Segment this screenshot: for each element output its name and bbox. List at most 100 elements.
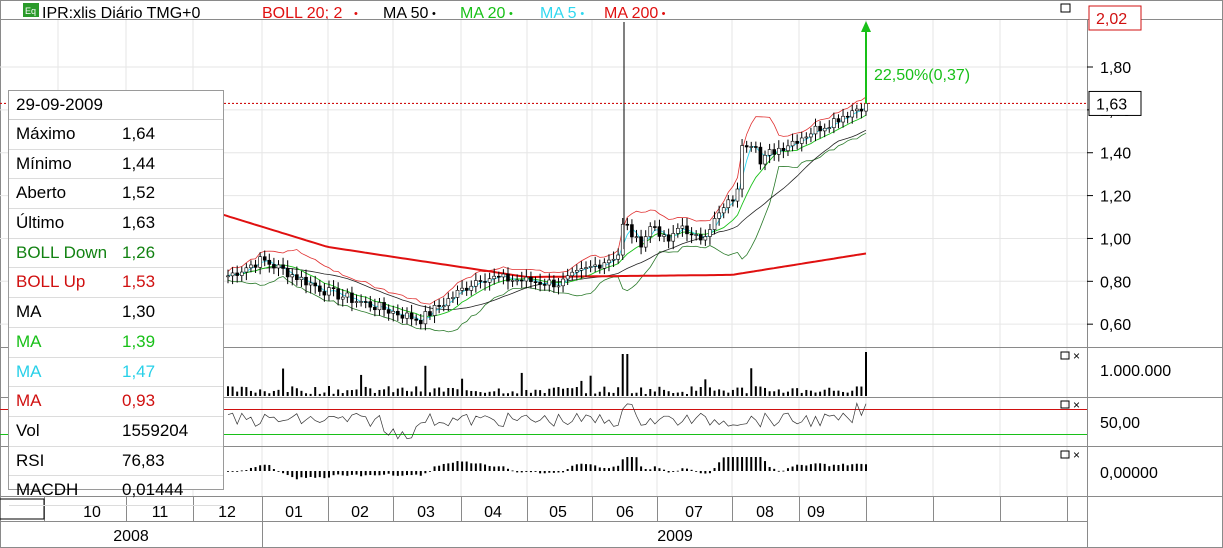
panel-maximize-icon[interactable]: [1060, 450, 1070, 459]
volume-bar: [690, 386, 693, 396]
macd-bar: [754, 457, 757, 471]
macd-bar: [865, 464, 867, 471]
candle-body: [671, 233, 676, 242]
candle-body: [616, 254, 620, 260]
volume-bar: [846, 392, 849, 396]
candle-body: [864, 103, 868, 112]
month-tick-label: 09: [807, 504, 825, 521]
volume-bar: [594, 393, 597, 396]
volume-bar: [309, 393, 312, 396]
candle-body: [262, 256, 267, 261]
volume-bar: [506, 393, 509, 396]
macd-bar: [419, 471, 422, 476]
candle-body: [689, 233, 694, 236]
month-tick-label: 02: [351, 504, 369, 521]
indicator-dropdown-icon[interactable]: •: [662, 8, 666, 20]
macd-bar: [387, 471, 390, 474]
indicator-dropdown-icon[interactable]: •: [432, 8, 436, 20]
month-tick-label: 10: [83, 504, 101, 521]
candle-body: [451, 297, 455, 299]
volume-bar: [433, 388, 436, 396]
volume-bar: [842, 391, 845, 396]
volume-bar: [552, 387, 555, 396]
volume-bar: [419, 391, 422, 396]
volume-bar: [231, 386, 234, 396]
info-row: Vol 1559204: [9, 417, 223, 447]
candle-body: [354, 301, 359, 303]
indicator-label[interactable]: MA 200: [604, 5, 658, 22]
macd-bar: [529, 471, 532, 473]
candle-body: [584, 267, 588, 269]
macd-bar: [295, 471, 298, 480]
indicator-dropdown-icon[interactable]: •: [509, 8, 513, 20]
top-price-label: 2,02: [1096, 11, 1127, 28]
candle-body: [813, 125, 818, 135]
last-price-marker: [1088, 90, 1142, 116]
volume-bar: [585, 393, 588, 396]
candle-body: [276, 264, 281, 269]
candle-body: [327, 287, 331, 296]
macd-bar: [350, 471, 353, 475]
info-date: 29-09-2009: [9, 91, 223, 120]
macd-bar: [658, 468, 661, 471]
macd-bar: [369, 471, 372, 475]
candle-body: [648, 226, 653, 237]
maximize-icon[interactable]: [1060, 3, 1071, 13]
volume-bar: [259, 389, 262, 396]
volume-bar: [424, 365, 427, 396]
candle-body: [832, 118, 836, 128]
macd-bar: [484, 464, 487, 471]
macd-bar: [392, 471, 395, 476]
macd-bar: [571, 465, 574, 471]
candle-body: [767, 149, 772, 156]
eq-logo-text: Eq: [25, 6, 36, 16]
volume-bar: [282, 368, 285, 396]
volume-bar: [383, 389, 386, 396]
symbol-label[interactable]: IPR:xlis Diário TMG+0: [42, 5, 201, 22]
year-label: 2008: [113, 528, 149, 545]
indicator-dropdown-icon[interactable]: •: [580, 8, 584, 20]
macd-bar: [461, 461, 464, 471]
volume-bar: [447, 387, 450, 396]
panel-close-icon[interactable]: ×: [1073, 448, 1080, 462]
indicator-label[interactable]: BOLL 20; 2: [262, 5, 342, 22]
macd-bar: [383, 471, 386, 475]
candle-body: [382, 302, 386, 310]
candle-body: [643, 236, 648, 248]
price-tick-label: 1,00: [1100, 231, 1131, 248]
macd-bar: [245, 470, 248, 471]
volume-bar: [236, 391, 239, 396]
panel-close-icon[interactable]: ×: [1073, 349, 1080, 363]
indicator-label[interactable]: MA 20: [460, 5, 505, 22]
indicator-label[interactable]: MA 5: [540, 5, 577, 22]
candle-body: [492, 275, 497, 280]
panel-maximize-icon[interactable]: [1060, 351, 1070, 360]
indicator-label[interactable]: MA 50: [383, 5, 428, 22]
candle-body: [230, 272, 235, 277]
macd-bar: [401, 471, 404, 476]
volume-bar: [736, 387, 739, 396]
info-row-value: 0,01444: [122, 480, 184, 500]
volume-bar: [741, 387, 744, 396]
info-row-label: MA: [16, 331, 42, 351]
panel-maximize-icon[interactable]: [1060, 400, 1070, 409]
volume-bar: [791, 388, 794, 396]
volume-bar: [718, 389, 721, 396]
macd-bar: [277, 471, 280, 472]
macd-bar: [676, 470, 679, 472]
volume-bar: [777, 389, 780, 396]
candle-body: [249, 264, 253, 269]
info-row: Mínimo 1,44: [9, 150, 223, 180]
macd-bar: [314, 471, 317, 478]
candle-body: [602, 262, 607, 269]
panel-close-icon[interactable]: ×: [1073, 398, 1080, 412]
volume-bar: [474, 391, 477, 396]
month-highlight: [0, 498, 45, 520]
rsi-tick-label: 50,00: [1100, 415, 1140, 432]
volume-bar: [768, 391, 771, 396]
candle-body: [712, 218, 717, 230]
volume-bar: [819, 391, 822, 396]
candle-body: [483, 281, 487, 283]
indicator-dropdown-icon[interactable]: •: [354, 8, 358, 20]
candle-body: [441, 305, 446, 308]
